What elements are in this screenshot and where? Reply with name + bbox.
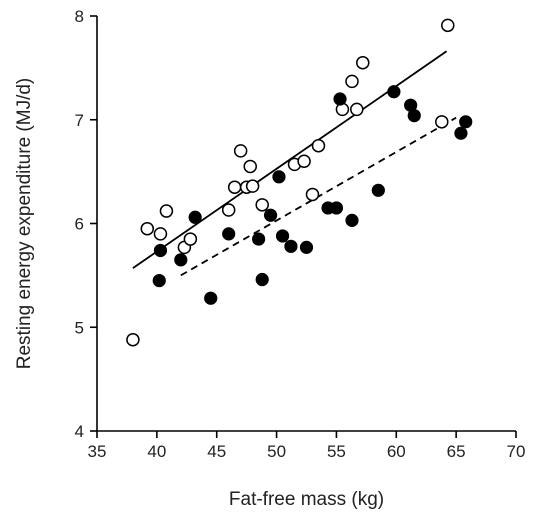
y-ticks: 4 5 6 7 8 xyxy=(75,7,97,441)
filled-point-17 xyxy=(371,183,385,197)
open-point-18 xyxy=(345,74,359,89)
x-axis-title: Fat-free mass (kg) xyxy=(229,489,384,510)
filled-point-1 xyxy=(153,243,168,258)
open-point-1 xyxy=(140,221,155,236)
open-point-21 xyxy=(435,115,449,129)
open-point-11 xyxy=(245,179,260,193)
open-point-16 xyxy=(311,138,326,153)
open-point-2 xyxy=(153,227,168,241)
open-point-20 xyxy=(356,55,370,70)
filled-point-3 xyxy=(188,210,202,224)
open-point-15 xyxy=(305,187,320,202)
axes xyxy=(96,16,516,432)
open-point-12 xyxy=(255,198,269,212)
filled-point-18 xyxy=(387,85,401,99)
x-tick-label-60: 60 xyxy=(387,442,406,461)
open-point-19 xyxy=(350,102,364,117)
data-points xyxy=(126,18,473,347)
x-tick-label-50: 50 xyxy=(267,442,286,461)
filled-point-10 xyxy=(275,229,290,243)
y-tick-label-5: 5 xyxy=(75,318,84,337)
open-point-10 xyxy=(243,159,257,174)
filled-point-9 xyxy=(272,170,286,184)
x-tick-label-70: 70 xyxy=(507,442,526,461)
filled-point-5 xyxy=(222,227,236,241)
filled-point-21 xyxy=(454,126,468,140)
open-point-0 xyxy=(126,332,140,347)
x-tick-label-55: 55 xyxy=(327,442,346,461)
open-point-3 xyxy=(159,204,174,218)
y-tick-label-4: 4 xyxy=(75,422,84,441)
filled-point-12 xyxy=(299,240,314,254)
y-axis-title: Resting energy expenditure (MJ/d) xyxy=(14,78,35,369)
open-point-8 xyxy=(233,144,248,158)
filled-point-22 xyxy=(459,115,473,129)
filled-point-11 xyxy=(284,239,298,253)
filled-point-7 xyxy=(255,272,269,287)
filled-point-15 xyxy=(333,92,347,106)
x-tick-label-40: 40 xyxy=(147,442,166,461)
filled-point-2 xyxy=(174,253,188,267)
filled-point-8 xyxy=(263,208,278,222)
y-tick-label-6: 6 xyxy=(75,215,84,234)
filled-point-16 xyxy=(345,213,359,227)
x-tick-label-45: 45 xyxy=(207,442,226,461)
filled-point-0 xyxy=(152,273,166,288)
x-ticks: 35 40 45 50 55 60 65 70 xyxy=(88,431,526,461)
filled-point-4 xyxy=(204,291,218,305)
filled-point-20 xyxy=(407,108,421,123)
x-tick-label-65: 65 xyxy=(447,442,466,461)
filled-point-6 xyxy=(252,232,266,246)
open-point-5 xyxy=(183,232,198,246)
open-point-7 xyxy=(227,180,242,194)
y-tick-label-7: 7 xyxy=(75,111,84,130)
open-point-22 xyxy=(441,18,455,33)
open-point-6 xyxy=(221,203,236,217)
x-tick-label-35: 35 xyxy=(88,442,107,461)
y-tick-label-8: 8 xyxy=(75,7,84,26)
filled-point-14 xyxy=(329,201,344,215)
open-point-14 xyxy=(297,154,311,168)
